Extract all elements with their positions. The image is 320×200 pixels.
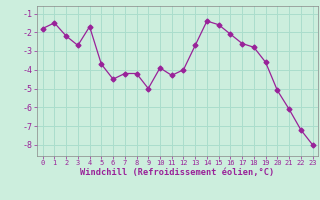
X-axis label: Windchill (Refroidissement éolien,°C): Windchill (Refroidissement éolien,°C) <box>80 168 275 177</box>
